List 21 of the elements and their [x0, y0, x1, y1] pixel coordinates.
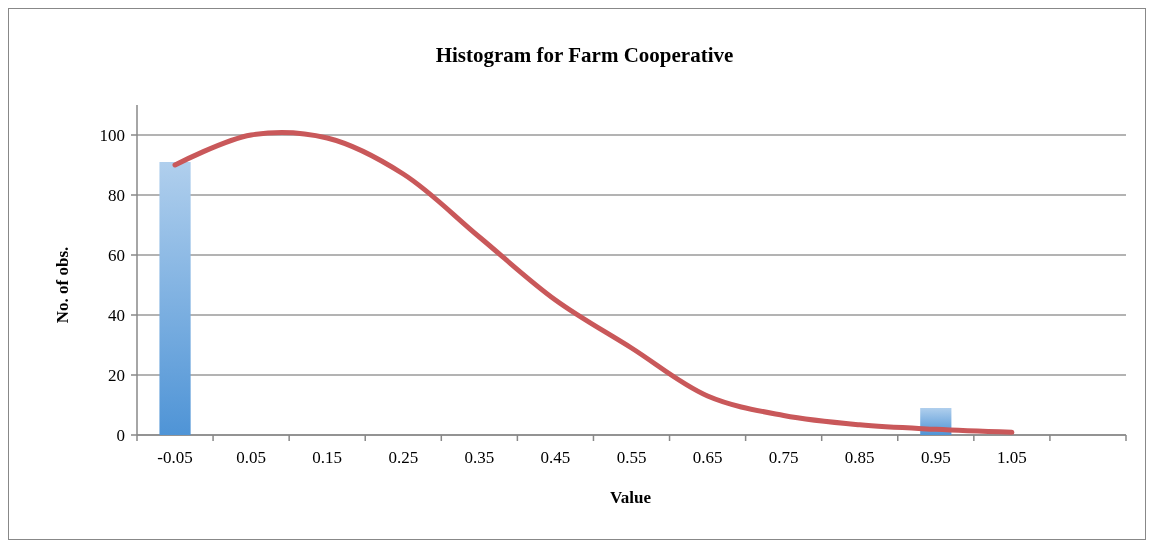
- x-axis-title: Value: [610, 488, 652, 507]
- x-tick-label: 0.65: [692, 448, 723, 467]
- y-tick-label: 0: [116, 425, 125, 445]
- y-tick-label: 40: [108, 305, 125, 325]
- x-tick-label: 0.85: [844, 448, 875, 467]
- y-tick-label: 20: [108, 365, 125, 385]
- x-tick-label: 0.25: [388, 448, 419, 467]
- y-axis-title: No. of obs.: [53, 246, 72, 324]
- x-tick-label: 0.75: [768, 448, 799, 467]
- x-tick-label: 0.05: [236, 448, 266, 467]
- chart-title: Histogram for Farm Cooperative: [435, 43, 734, 67]
- x-tick-label: -0.05: [157, 448, 193, 467]
- x-tick-label: 0.15: [312, 448, 343, 467]
- x-tick-label: 0.95: [920, 448, 951, 467]
- x-tick-label: 1.05: [997, 448, 1027, 467]
- y-tick-label: 60: [108, 245, 125, 265]
- y-tick-label: 80: [108, 185, 125, 205]
- x-tick-label: 0.35: [464, 448, 495, 467]
- y-tick-label: 100: [99, 125, 125, 145]
- x-tick-label: 0.45: [540, 448, 571, 467]
- x-tick-label: 0.55: [616, 448, 647, 467]
